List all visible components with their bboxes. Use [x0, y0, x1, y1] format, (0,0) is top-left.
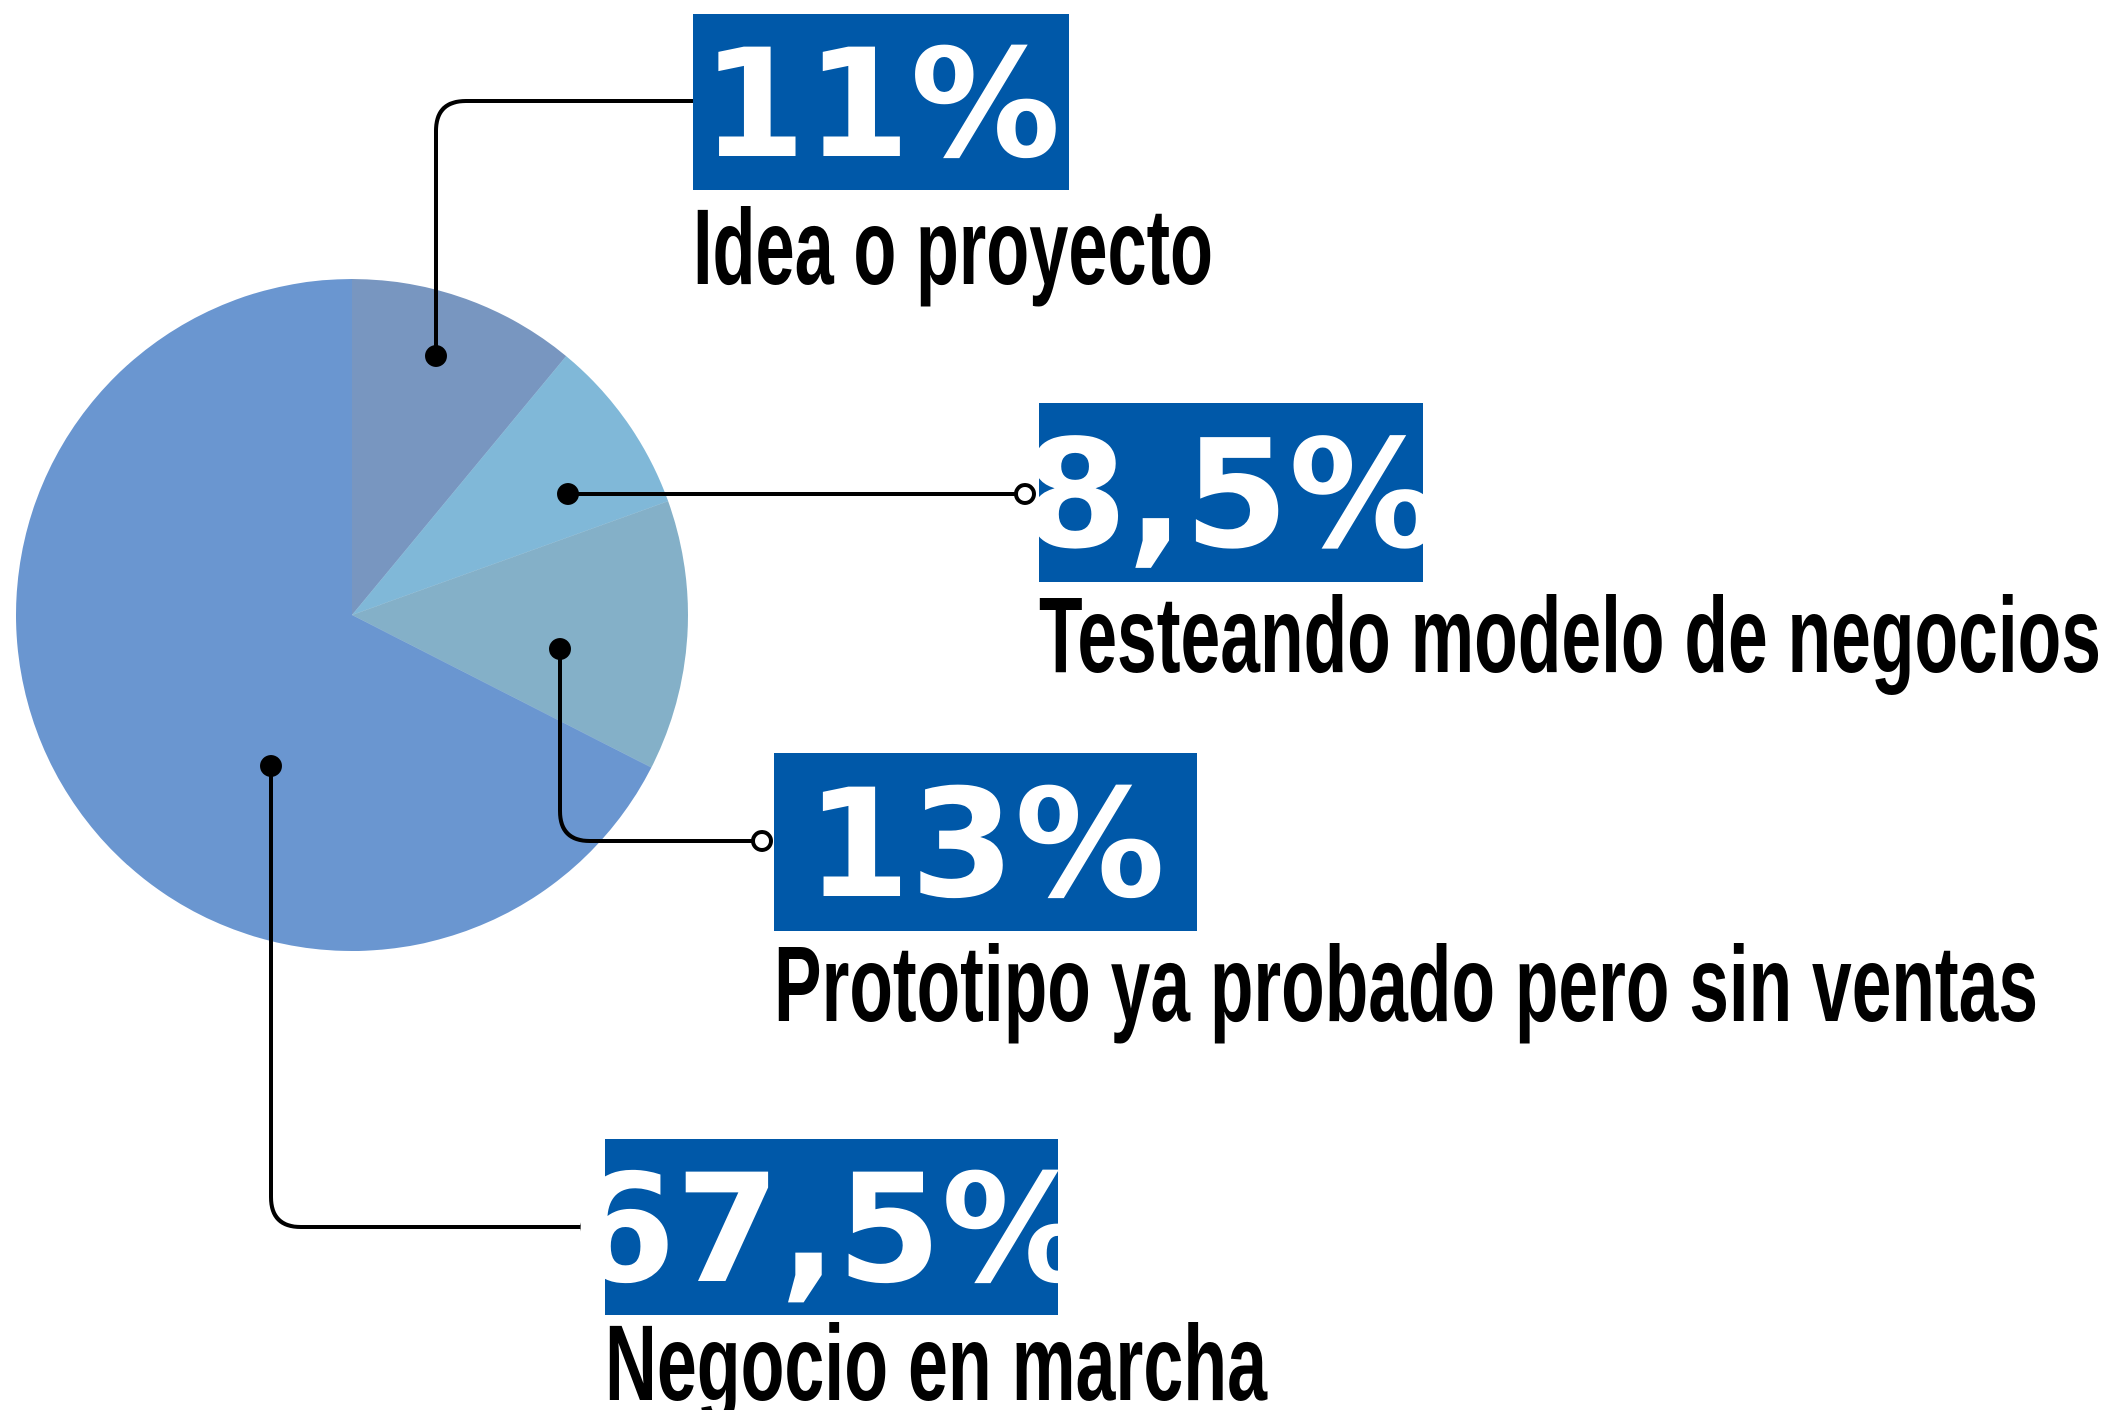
- category-label: Idea o proyecto: [693, 186, 1213, 307]
- pie-slice: [352, 279, 567, 615]
- value-label: 8,5%: [1023, 409, 1439, 583]
- category-label: Negocio en marcha: [605, 1302, 1268, 1410]
- leader-dot: [549, 638, 571, 660]
- value-label: 67,5%: [571, 1143, 1091, 1317]
- pie-slice: [352, 356, 669, 615]
- leader-dot: [260, 755, 282, 777]
- leader-line: [269, 766, 582, 1229]
- pie-slice: [16, 279, 652, 951]
- label-box: [693, 14, 1069, 190]
- value-label: 11%: [701, 18, 1060, 192]
- label-box: [1039, 403, 1423, 582]
- category-label: Testeando modelo de negocios: [1039, 574, 2101, 695]
- leader-dot: [557, 483, 579, 505]
- label-box: [605, 1139, 1058, 1315]
- category-label: Prototipo ya probado pero sin ventas: [774, 923, 2038, 1044]
- leader-end: [751, 830, 773, 852]
- leader-line: [558, 649, 753, 843]
- pie-slice: [352, 501, 688, 768]
- leader-dot: [425, 345, 447, 367]
- value-label: 13%: [806, 758, 1165, 932]
- leader-end: [1014, 483, 1036, 505]
- label-box: [774, 753, 1197, 931]
- leader-line: [434, 99, 693, 356]
- leader-end: [580, 1216, 602, 1238]
